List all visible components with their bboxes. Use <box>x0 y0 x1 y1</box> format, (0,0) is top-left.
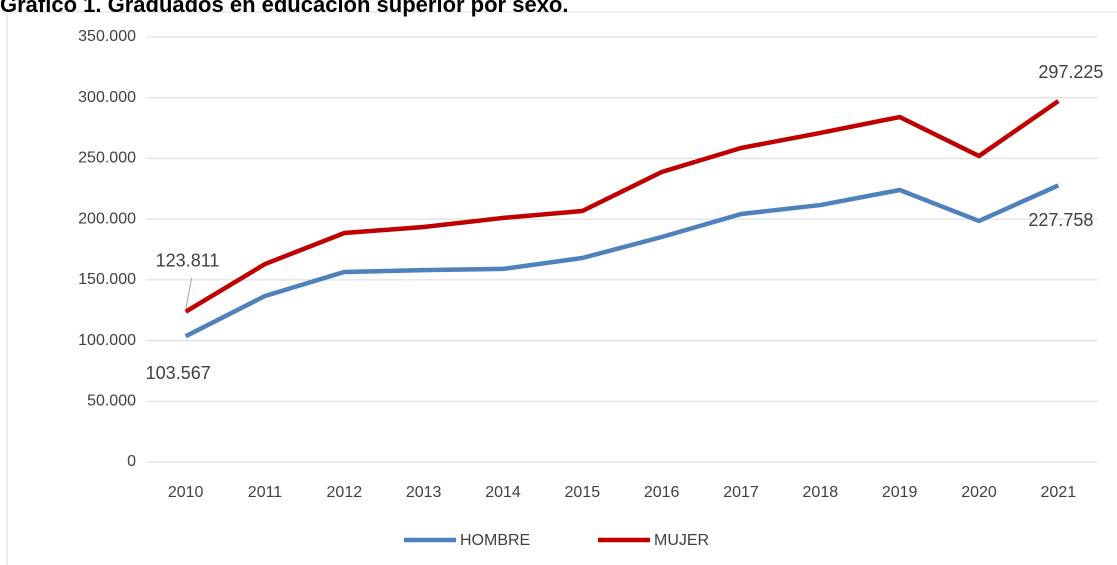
x-tick-label: 2012 <box>327 484 363 501</box>
y-tick-label: 350.000 <box>78 28 136 45</box>
x-tick-label: 2021 <box>1041 484 1077 501</box>
y-tick-label: 150.000 <box>78 271 136 288</box>
x-tick-label: 2017 <box>723 484 759 501</box>
data-label: 103.567 <box>146 363 211 383</box>
x-tick-label: 2016 <box>644 484 680 501</box>
y-tick-label: 200.000 <box>78 210 136 227</box>
data-label: 297.225 <box>1038 62 1103 82</box>
x-tick-label: 2010 <box>168 484 204 501</box>
x-tick-label: 2013 <box>406 484 442 501</box>
x-tick-label: 2020 <box>961 484 997 501</box>
y-tick-label: 300.000 <box>78 89 136 106</box>
y-tick-label: 0 <box>127 453 136 470</box>
y-tick-label: 100.000 <box>78 332 136 349</box>
chart-area <box>6 11 1117 565</box>
x-tick-label: 2015 <box>565 484 601 501</box>
legend-label: HOMBRE <box>460 532 530 549</box>
x-tick-label: 2018 <box>803 484 839 501</box>
data-label: 227.758 <box>1028 210 1093 230</box>
series-line <box>184 99 1060 314</box>
legend-label: MUJER <box>654 532 709 549</box>
chart-title: Gráfico 1. Graduados en educación superi… <box>0 0 569 17</box>
leader-line <box>185 277 193 310</box>
y-tick-label: 250.000 <box>78 150 136 167</box>
x-tick-label: 2011 <box>248 484 283 501</box>
x-tick-label: 2019 <box>882 484 918 501</box>
x-tick-label: 2014 <box>485 484 521 501</box>
y-tick-label: 50.000 <box>87 393 136 410</box>
data-label: 123.811 <box>156 250 220 270</box>
series-line <box>184 183 1060 339</box>
